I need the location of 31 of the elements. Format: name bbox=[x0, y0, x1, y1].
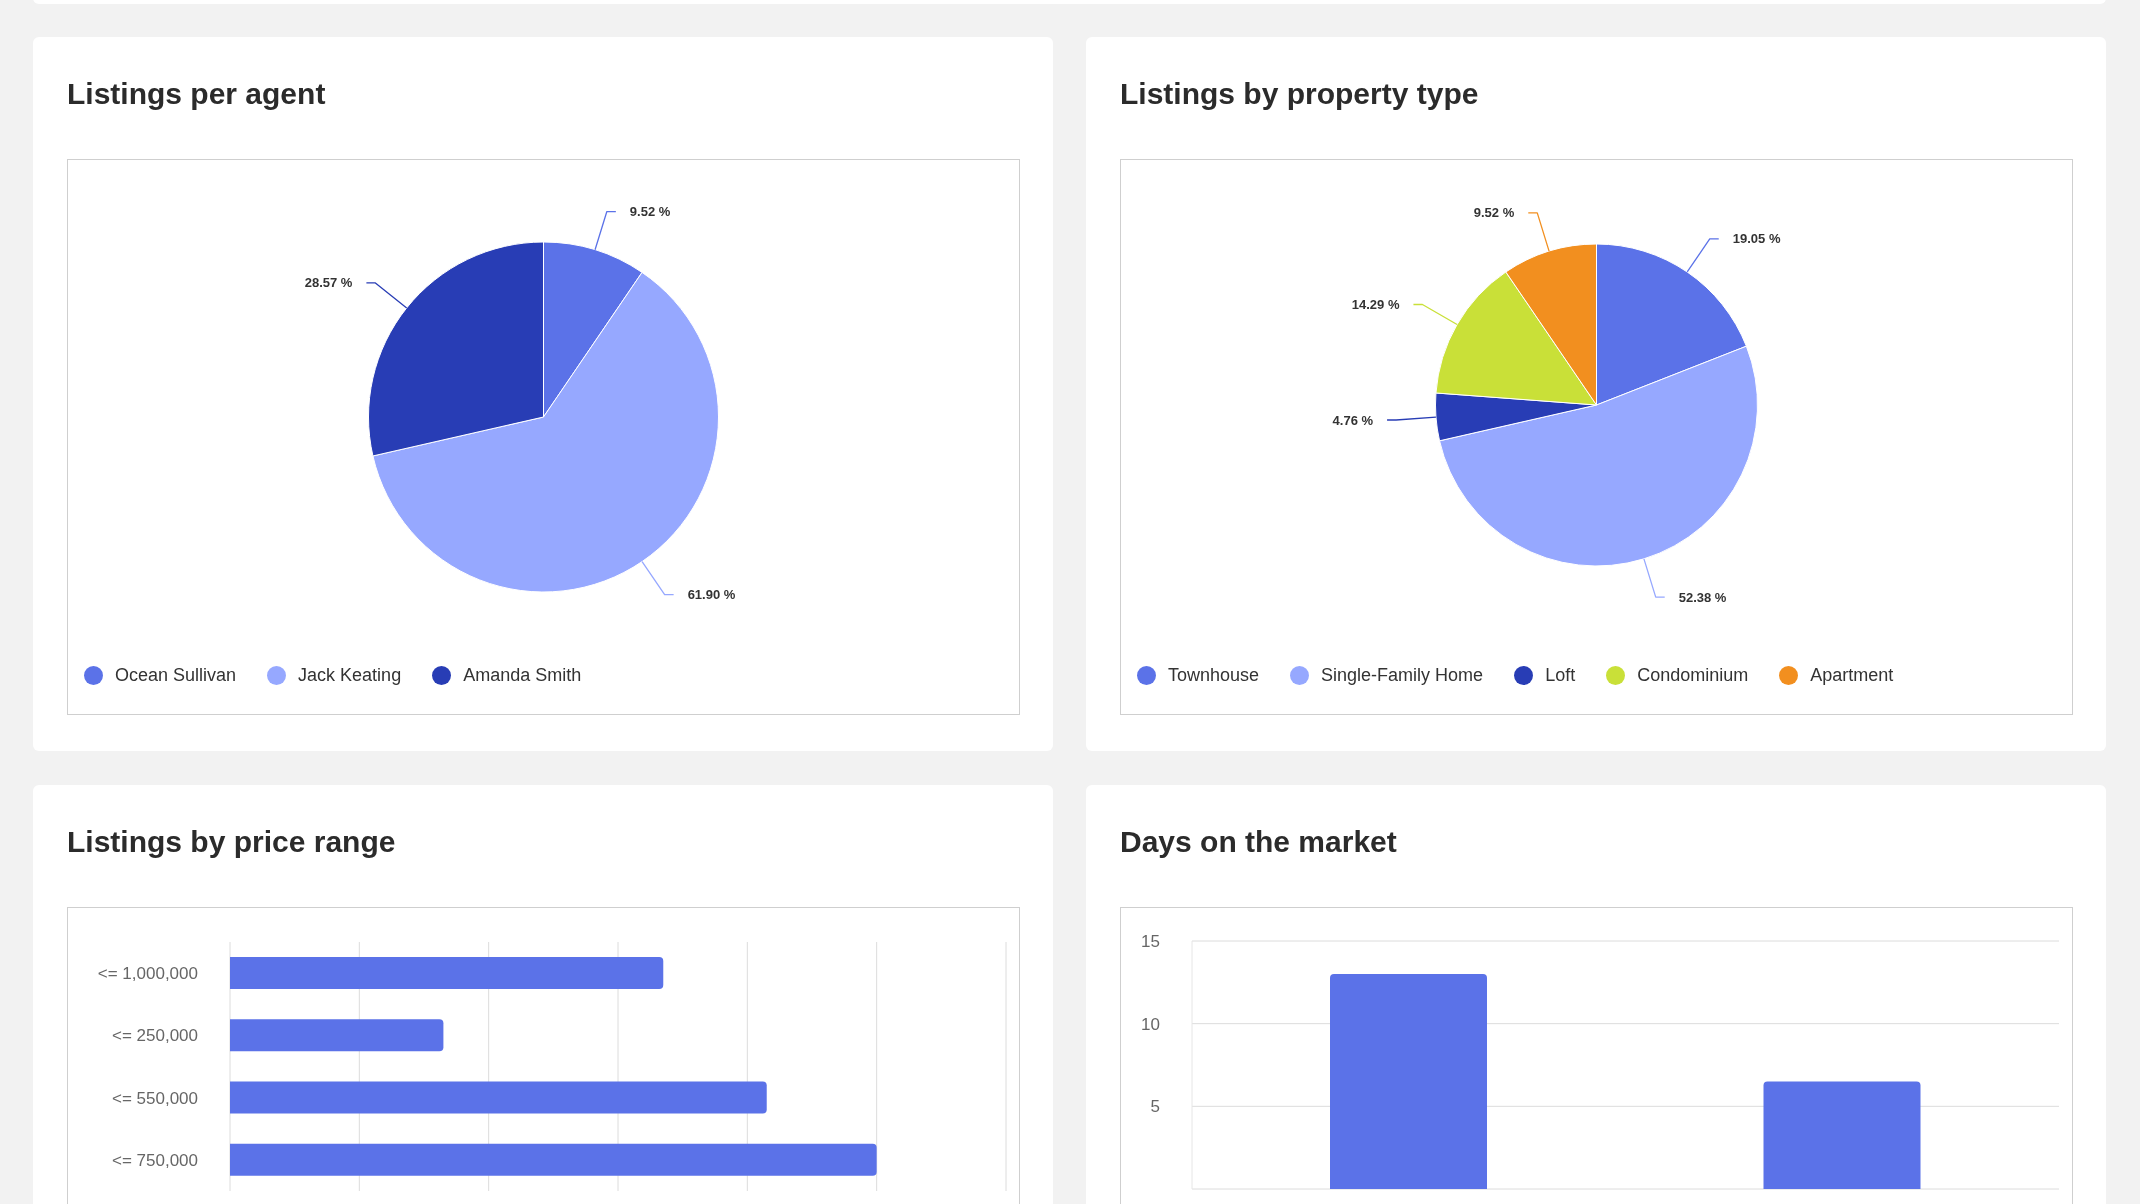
y-tick-label: 15 bbox=[1141, 932, 1160, 952]
data-label: 28.57 % bbox=[304, 275, 353, 291]
chart-title: Listings by property type bbox=[1120, 77, 1479, 110]
chart-title: Days on the market bbox=[1120, 825, 1397, 858]
bar bbox=[230, 957, 664, 989]
legend-label: Jack Keating bbox=[298, 665, 402, 686]
legend-label: Ocean Sullivan bbox=[115, 665, 237, 686]
data-label: 19.05 % bbox=[1732, 231, 1781, 247]
legend-label: Loft bbox=[1545, 665, 1576, 686]
bar bbox=[230, 1081, 767, 1114]
data-label: 4.76 % bbox=[1332, 412, 1374, 428]
legend-label: Amanda Smith bbox=[463, 665, 582, 686]
y-tick-label: <= 750,000 bbox=[111, 1150, 198, 1170]
y-tick-label: 10 bbox=[1141, 1014, 1160, 1034]
chart-title: Listings by price range bbox=[67, 825, 396, 858]
legend-label: Apartment bbox=[1810, 665, 1894, 686]
data-label: 14.29 % bbox=[1351, 296, 1400, 312]
y-tick-label: <= 1,000,000 bbox=[97, 964, 198, 984]
data-label: 9.52 % bbox=[629, 204, 671, 220]
legend-label: Condominium bbox=[1637, 665, 1749, 686]
data-label: 52.38 % bbox=[1678, 589, 1727, 605]
legend-label: Townhouse bbox=[1168, 665, 1260, 686]
legend-label: Single-Family Home bbox=[1321, 665, 1484, 686]
y-tick-label: 5 bbox=[1150, 1097, 1160, 1117]
data-label: 9.52 % bbox=[1473, 205, 1515, 221]
chart-title: Listings per agent bbox=[67, 77, 326, 110]
y-tick-label: <= 550,000 bbox=[111, 1088, 198, 1108]
bar bbox=[230, 1143, 877, 1176]
data-label: 61.90 % bbox=[687, 587, 736, 603]
bar bbox=[230, 1019, 444, 1052]
y-tick-label: <= 250,000 bbox=[111, 1026, 198, 1046]
